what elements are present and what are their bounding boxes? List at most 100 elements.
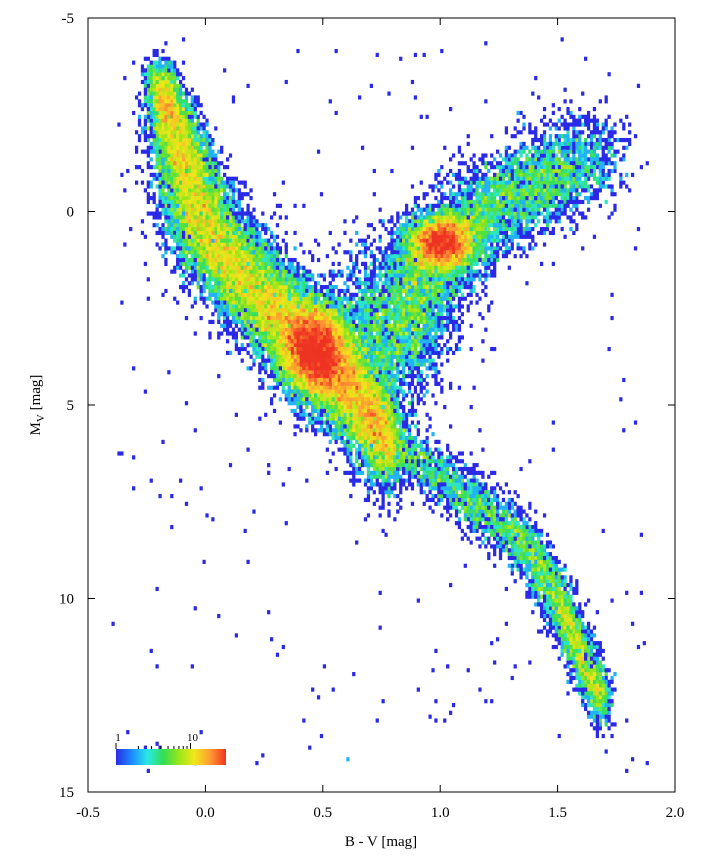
density-cell [214, 223, 218, 228]
density-cell [443, 226, 447, 232]
density-cell [208, 296, 212, 301]
density-cell [217, 165, 221, 170]
density-cell [396, 443, 400, 448]
density-cell [487, 521, 491, 526]
density-cell [557, 621, 561, 626]
density-cell [472, 517, 476, 522]
density-cell [269, 277, 274, 282]
density-cell [293, 432, 297, 437]
density-cell [278, 292, 283, 297]
density-cell [231, 327, 236, 332]
density-cell [393, 416, 397, 421]
density-cell [419, 443, 423, 448]
density-cell [551, 579, 555, 584]
density-cell [416, 463, 420, 468]
density-cell [217, 296, 221, 301]
density-cell [346, 393, 350, 398]
density-cell [328, 428, 332, 433]
density-cell [575, 617, 579, 623]
density-cell [334, 362, 338, 367]
density-cell [311, 300, 315, 305]
density-cell [390, 408, 394, 414]
density-cell [284, 354, 288, 359]
density-cell [575, 664, 579, 669]
density-cell [261, 312, 265, 317]
density-cell [422, 470, 426, 475]
density-cell [495, 505, 500, 510]
density-cell [340, 377, 344, 383]
density-cell [516, 544, 520, 549]
density-cell [269, 385, 274, 390]
density-cell [211, 257, 215, 263]
density-cell [358, 377, 362, 383]
density-cell [575, 652, 579, 657]
density-cell [528, 540, 532, 545]
density-cell [161, 176, 165, 181]
density-cell [184, 103, 189, 108]
density-cell [416, 455, 420, 460]
density-cell [264, 265, 268, 270]
density-cell [170, 107, 174, 112]
density-cell [258, 273, 262, 278]
density-cell [167, 99, 171, 104]
density-cell [231, 319, 236, 325]
density-cell [278, 308, 283, 313]
density-cell [387, 490, 391, 495]
density-cell [184, 107, 189, 112]
density-cell [337, 304, 341, 309]
density-cell [369, 478, 373, 483]
density-cell [269, 285, 274, 290]
density-cell [184, 91, 189, 96]
density-cell [510, 505, 514, 510]
density-cell [560, 617, 564, 623]
density-cell [346, 435, 350, 441]
density-cell [478, 490, 482, 495]
density-cell [164, 72, 168, 77]
density-cell [402, 443, 406, 448]
density-cell [381, 343, 385, 348]
density-cell [384, 490, 388, 495]
density-cell [528, 548, 532, 553]
density-cell [457, 257, 462, 263]
density-cell [164, 110, 168, 116]
density-cell [178, 83, 183, 88]
density-cell [572, 606, 576, 611]
density-cell [287, 319, 291, 325]
density-cell [140, 107, 145, 112]
density-cell [181, 215, 186, 220]
density-cell [287, 354, 291, 359]
density-cell [184, 207, 189, 212]
density-cell [152, 141, 156, 147]
density-cell [170, 122, 174, 127]
density-cell [167, 72, 171, 77]
density-cell [410, 466, 415, 472]
density-cell [545, 575, 550, 580]
density-cell [220, 242, 224, 247]
density-cell [360, 358, 365, 363]
density-cell [240, 196, 244, 201]
density-cell [440, 455, 444, 460]
density-cell [264, 273, 268, 278]
density-cell [451, 490, 456, 495]
density-cell [255, 300, 259, 305]
density-cell [428, 482, 432, 487]
density-cell [393, 463, 397, 468]
density-cell [267, 319, 271, 325]
density-cell [281, 374, 285, 379]
density-cell [228, 312, 233, 317]
density-cell [319, 354, 324, 359]
density-cell [199, 315, 203, 321]
density-cell [481, 494, 485, 499]
density-cell [460, 459, 464, 464]
density-cell [293, 331, 297, 336]
density-cell [328, 339, 332, 344]
density-cell [393, 447, 397, 452]
density-cell [592, 714, 597, 719]
density-cell [202, 234, 206, 239]
density-cell [419, 466, 423, 472]
density-cell [390, 397, 394, 402]
density-cell [378, 474, 382, 479]
density-cell [211, 211, 215, 216]
density-cell [557, 641, 561, 646]
density-cell [196, 103, 200, 108]
